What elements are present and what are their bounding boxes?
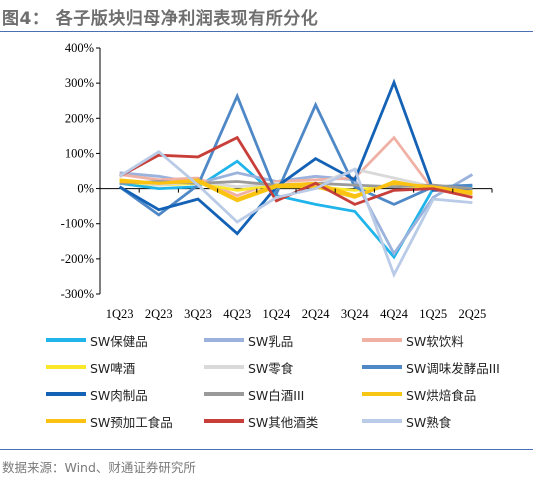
footer-divider [0, 449, 533, 450]
series-line-7 [118, 78, 473, 236]
series-line-12 [118, 149, 473, 279]
legend-swatch [46, 419, 86, 423]
legend-label: SW软饮料 [406, 333, 464, 349]
legend-label: SW调味发酵品III [406, 360, 500, 376]
legend-swatch [362, 392, 402, 396]
legend-label: SW零食 [248, 360, 294, 376]
legend-item: SW零食 [204, 357, 293, 377]
x-tick-label: 2Q24 [302, 307, 331, 321]
legend-item: SW烘焙食品 [362, 384, 476, 404]
legend-label: SW预加工食品 [90, 414, 173, 430]
y-tick-label: 0% [77, 182, 94, 196]
figure-title: 图4： 各子版块归母净利润表现有所分化 [2, 9, 319, 29]
legend-swatch [46, 392, 86, 396]
legend-swatch [204, 419, 244, 423]
legend-swatch [46, 338, 86, 342]
legend-label: SW保健品 [90, 333, 148, 349]
line-chart: -300% -200% -100% 0% 100% 200% 300% 400% 1Q23 2Q2… [61, 41, 493, 321]
chart-series [118, 78, 474, 279]
legend-item: SW调味发酵品III [362, 357, 500, 377]
legend-item: SW熟食 [362, 411, 451, 431]
x-tick-label: 1Q24 [263, 307, 292, 321]
legend-label: SW烘焙食品 [406, 387, 477, 403]
series-line-1 [119, 159, 473, 260]
legend-label: SW乳品 [248, 333, 294, 349]
y-tick-label: 200% [65, 111, 94, 125]
legend-item: SW白酒III [204, 384, 304, 404]
series-line-3 [119, 135, 473, 198]
legend-label: SW肉制品 [90, 387, 148, 403]
legend-item: SW其他酒类 [204, 411, 318, 431]
legend-swatch [46, 365, 86, 369]
legend-item: SW保健品 [46, 330, 148, 350]
x-tick-label: 4Q23 [223, 307, 251, 321]
legend-swatch [204, 365, 244, 369]
legend-item: SW肉制品 [46, 384, 148, 404]
x-tick-label: 2Q25 [459, 307, 487, 321]
y-tick-label: -200% [61, 252, 94, 266]
legend-item: SW预加工食品 [46, 411, 173, 431]
legend-item: SW乳品 [204, 330, 293, 350]
y-tick-label: 400% [65, 41, 94, 55]
legend-label: SW啤酒 [90, 360, 136, 376]
series-line-10 [119, 178, 473, 201]
y-tick-label: -300% [61, 287, 94, 301]
legend-swatch [204, 338, 244, 342]
x-tick-label: 1Q25 [419, 307, 447, 321]
x-tick-label: 1Q23 [106, 307, 134, 321]
legend-label: SW其他酒类 [248, 414, 319, 430]
y-tick-label: -100% [61, 217, 94, 231]
legend-swatch [204, 392, 244, 396]
legend-label: SW白酒III [248, 387, 305, 403]
legend-item: SW啤酒 [46, 357, 135, 377]
series-line-6 [118, 92, 473, 217]
source-note: 数据来源：Wind、财通证券研究所 [2, 460, 196, 475]
legend-swatch [362, 338, 402, 342]
legend-swatch [362, 365, 402, 369]
y-tick-label: 100% [65, 146, 94, 160]
legend-label: SW熟食 [406, 414, 452, 430]
chart-ticks: -300% -200% -100% 0% 100% 200% 300% 400% 1Q23 2Q2… [61, 41, 493, 321]
x-tick-label: 4Q24 [380, 307, 409, 321]
chart-axes [99, 48, 492, 294]
legend-item: SW软饮料 [362, 330, 464, 350]
title-divider [0, 31, 533, 32]
x-tick-label: 3Q24 [341, 307, 370, 321]
y-tick-label: 300% [65, 76, 94, 90]
x-tick-label: 2Q23 [145, 307, 173, 321]
legend-swatch [362, 419, 402, 423]
x-tick-label: 3Q23 [184, 307, 212, 321]
